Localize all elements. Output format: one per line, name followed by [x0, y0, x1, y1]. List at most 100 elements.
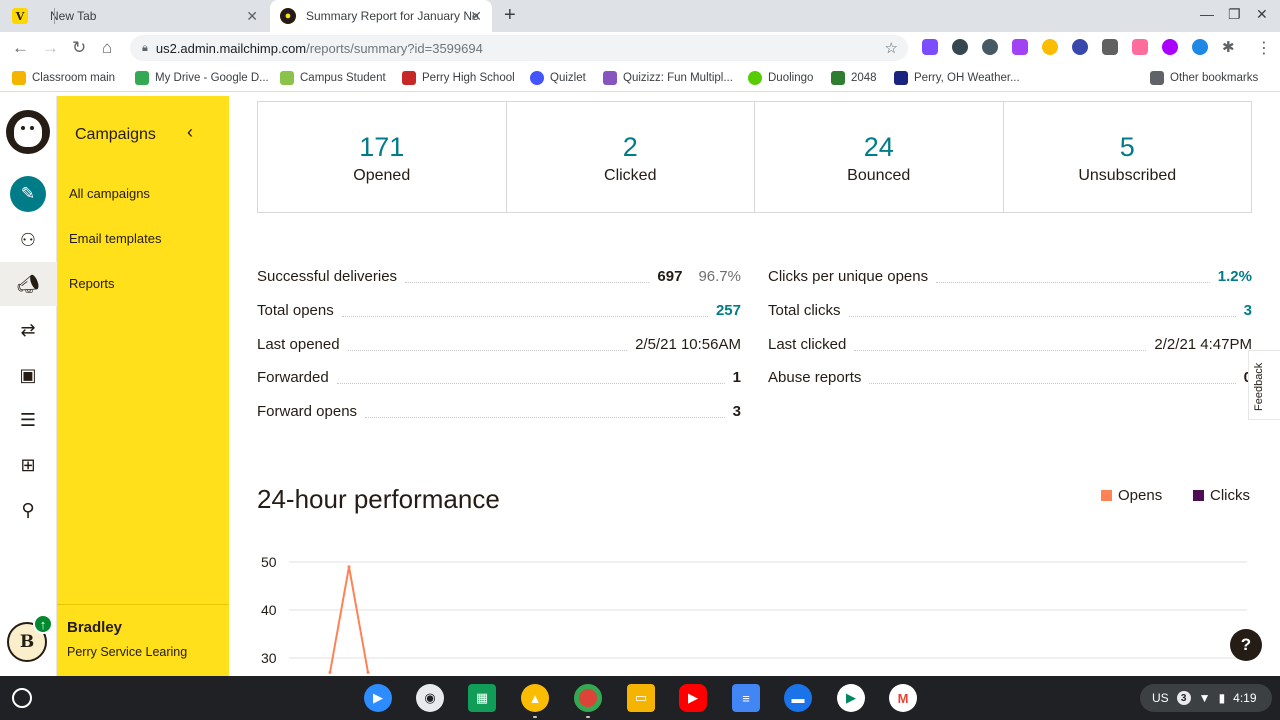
menu-kebab-icon[interactable]: ⋮ — [1256, 40, 1272, 57]
bookmark-duolingo[interactable]: Duolingo — [748, 71, 813, 85]
drive-icon — [135, 71, 149, 85]
campus-icon — [280, 71, 294, 85]
os-shelf: ▶ ◉ ▦ ▲ ▭ ▶ ≡ ▬ ▶ M US 3 ▼ ▮ 4:19 — [0, 676, 1280, 720]
create-pencil-icon[interactable]: ✎ — [10, 176, 46, 212]
slides-app-icon[interactable]: ▭ — [627, 684, 655, 712]
docs-app-icon[interactable]: ≡ — [732, 684, 760, 712]
bookmark-perry-weather[interactable]: Perry, OH Weather... — [894, 71, 1020, 85]
tab-new-tab[interactable]: V New Tab ✕ — [12, 0, 268, 32]
back-icon[interactable]: ← — [12, 38, 29, 57]
bookmark-star-icon[interactable]: ☆ — [884, 40, 898, 57]
content-icon[interactable]: ☰ — [19, 409, 37, 430]
org-name: Perry Service Learing — [67, 645, 188, 659]
extension-icon[interactable] — [1132, 39, 1148, 55]
sidebar-item-email-templates[interactable]: Email templates — [69, 231, 162, 246]
bookmark-classroom[interactable]: Classroom main — [12, 71, 115, 85]
account-footer[interactable]: Bradley Perry Service Learing — [57, 604, 229, 676]
classroom-app-icon[interactable]: ▦ — [468, 684, 496, 712]
extension-icon[interactable] — [1162, 39, 1178, 55]
sidebar-item-all-campaigns[interactable]: All campaigns — [69, 186, 150, 201]
play-store-app-icon[interactable]: ▶ — [837, 684, 865, 712]
stat-clicked[interactable]: 2 Clicked — [507, 102, 755, 212]
stats-summary: 171 Opened 2 Clicked 24 Bounced 5 Unsubs… — [257, 101, 1252, 213]
status-tray[interactable]: US 3 ▼ ▮ 4:19 — [1140, 684, 1272, 712]
address-bar[interactable]: 🔒︎ us2.admin.mailchimp.com /reports/summ… — [130, 35, 908, 61]
gmail-app-icon[interactable]: M — [889, 684, 917, 712]
website-icon[interactable]: ▣ — [19, 364, 37, 385]
dotted-leader — [341, 315, 708, 317]
chrome-app-icon[interactable] — [574, 684, 602, 712]
help-button[interactable]: ? — [1230, 629, 1262, 661]
bookmarks-bar: Classroom main My Drive - Google D... Ca… — [0, 64, 1280, 92]
bookmark-quizizz[interactable]: Quizizz: Fun Multipl... — [603, 71, 733, 85]
collapse-chevron-icon[interactable]: ‹ — [187, 122, 193, 142]
integrations-grid-icon[interactable]: ⊞ — [20, 454, 36, 475]
tab-summary-report[interactable]: ● Summary Report for January Ne ✕ — [270, 0, 492, 32]
extension-icon[interactable] — [922, 39, 938, 55]
close-window-icon[interactable]: ✕ — [1256, 6, 1268, 22]
bookmark-campus-student[interactable]: Campus Student — [280, 71, 386, 85]
stat-bounced[interactable]: 24 Bounced — [755, 102, 1004, 212]
drive-app-icon[interactable]: ▲ — [521, 684, 549, 712]
data-point[interactable] — [347, 565, 351, 569]
stat-value: 24 — [863, 132, 894, 162]
close-tab-icon[interactable]: ✕ — [246, 8, 258, 24]
metric-value-link[interactable]: 3 — [1243, 301, 1252, 319]
campaigns-megaphone-icon[interactable]: 📣︎ — [16, 273, 40, 294]
extension-icon[interactable] — [1192, 39, 1208, 55]
performance-title: 24-hour performance — [257, 484, 500, 514]
extension-icon[interactable] — [1042, 39, 1058, 55]
bookmark-quizlet[interactable]: Quizlet — [530, 71, 586, 85]
search-icon[interactable]: ⚲ — [21, 499, 35, 520]
minimize-icon[interactable]: — — [1200, 6, 1214, 22]
home-icon[interactable]: ⌂ — [102, 38, 113, 57]
upgrade-arrow-icon[interactable]: ↑ — [33, 614, 53, 634]
forward-icon[interactable]: → — [42, 38, 59, 57]
stat-opened[interactable]: 171 Opened — [258, 102, 507, 212]
shield-extension-icon[interactable] — [952, 39, 968, 55]
bookmark-2048[interactable]: 2048 — [831, 71, 877, 85]
bookmark-perry-high[interactable]: Perry High School — [402, 71, 515, 85]
bookmark-label: Duolingo — [768, 72, 814, 84]
metric-value-link[interactable]: 257 — [715, 301, 741, 319]
automations-icon[interactable]: ⇄ — [20, 319, 36, 340]
metric-label: Last clicked — [768, 335, 855, 353]
battery-icon: ▮ — [1218, 691, 1226, 705]
running-indicator — [533, 716, 537, 718]
puzzle-extension-icon[interactable] — [1012, 39, 1028, 55]
bookmark-my-drive[interactable]: My Drive - Google D... — [135, 71, 269, 85]
data-point[interactable] — [328, 670, 332, 674]
files-app-icon[interactable]: ▬ — [784, 684, 812, 712]
metric-label: Successful deliveries — [257, 268, 406, 285]
shield-extension-icon[interactable] — [982, 39, 998, 55]
new-tab-icon[interactable]: + — [504, 4, 516, 26]
gear-extension-icon[interactable] — [1072, 39, 1088, 55]
pdf-extension-icon[interactable] — [1102, 39, 1118, 55]
legend-opens[interactable]: Opens — [1101, 487, 1162, 504]
legend-clicks[interactable]: Clicks — [1193, 487, 1250, 504]
feedback-tab[interactable]: Feedback — [1248, 350, 1280, 420]
restore-icon[interactable]: ❐ — [1228, 6, 1241, 22]
launcher-icon[interactable] — [12, 688, 32, 708]
bookmark-label: 2048 — [851, 72, 877, 84]
reload-icon[interactable]: ↻ — [72, 38, 87, 57]
metric-value: 1 — [732, 369, 741, 387]
audience-icon[interactable]: ⚇ — [19, 229, 37, 250]
camera-app-icon[interactable]: ◉ — [416, 684, 444, 712]
extensions-puzzle-icon[interactable]: ✱ — [1222, 39, 1235, 56]
sidebar-item-reports[interactable]: Reports — [69, 276, 115, 291]
close-tab-icon[interactable]: ✕ — [470, 8, 482, 24]
youtube-app-icon[interactable]: ▶ — [679, 684, 707, 712]
zoom-app-icon[interactable]: ▶ — [364, 684, 392, 712]
metric-value-link[interactable]: 1.2% — [1217, 268, 1252, 285]
metric-value: 3 — [732, 403, 741, 421]
y-tick-label: 30 — [261, 650, 277, 666]
mailchimp-logo-icon[interactable] — [6, 110, 50, 154]
data-point[interactable] — [366, 670, 370, 674]
metric-last-clicked: Last clicked 2/2/21 4:47PM — [768, 335, 1252, 370]
url-domain: us2.admin.mailchimp.com — [155, 40, 307, 56]
stat-unsubscribed[interactable]: 5 Unsubscribed — [1004, 102, 1252, 212]
tab-title: Summary Report for January Ne — [306, 9, 479, 23]
dotted-leader — [869, 383, 1236, 385]
bookmark-other[interactable]: Other bookmarks — [1150, 71, 1258, 85]
